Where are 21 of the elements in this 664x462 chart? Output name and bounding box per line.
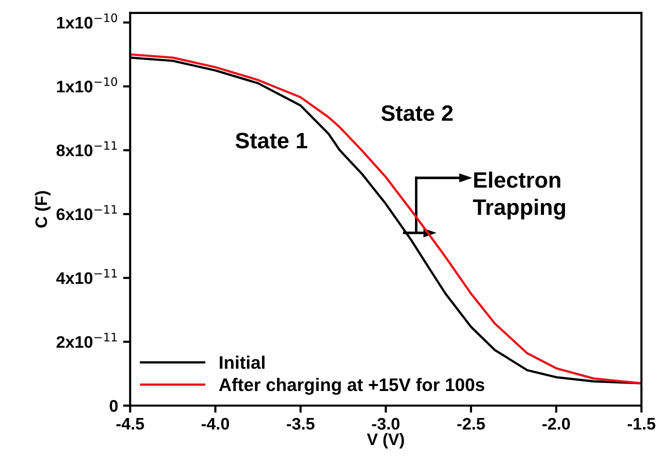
annotation: State 2 bbox=[381, 105, 453, 122]
legend-label: Initial bbox=[220, 356, 264, 369]
x-tick-label: -3.0 bbox=[372, 418, 400, 430]
y-tick-label: 1x10$^{−10}$ bbox=[57, 13, 118, 29]
y-axis-title: C (F) bbox=[34, 191, 50, 228]
y-tick-label: 4x10$^{−11}$ bbox=[56, 268, 117, 284]
y-tick-label: 1x10$^{−10}$ bbox=[57, 77, 118, 92]
legend-label: After charging at +15V for 100s bbox=[219, 378, 484, 395]
x-axis-title: V (V) bbox=[366, 432, 404, 449]
x-tick-label: -4.5 bbox=[116, 418, 144, 430]
x-tick-label: -2.5 bbox=[457, 418, 485, 430]
x-tick-label: -3.5 bbox=[286, 418, 314, 430]
annotation: State 1 bbox=[236, 132, 308, 148]
y-tick-label: 8x10$^{−11}$ bbox=[56, 141, 117, 156]
annotation: Electron Trapping bbox=[472, 172, 566, 220]
x-tick-label: -2.0 bbox=[542, 418, 570, 430]
x-tick-label: -1.5 bbox=[628, 418, 656, 430]
y-tick-label: 0 bbox=[110, 400, 118, 412]
x-tick-label: -4.0 bbox=[202, 418, 230, 430]
y-tick-label: 2x10$^{−11}$ bbox=[56, 332, 117, 348]
y-tick-label: 6x10$^{−11}$ bbox=[56, 205, 117, 220]
